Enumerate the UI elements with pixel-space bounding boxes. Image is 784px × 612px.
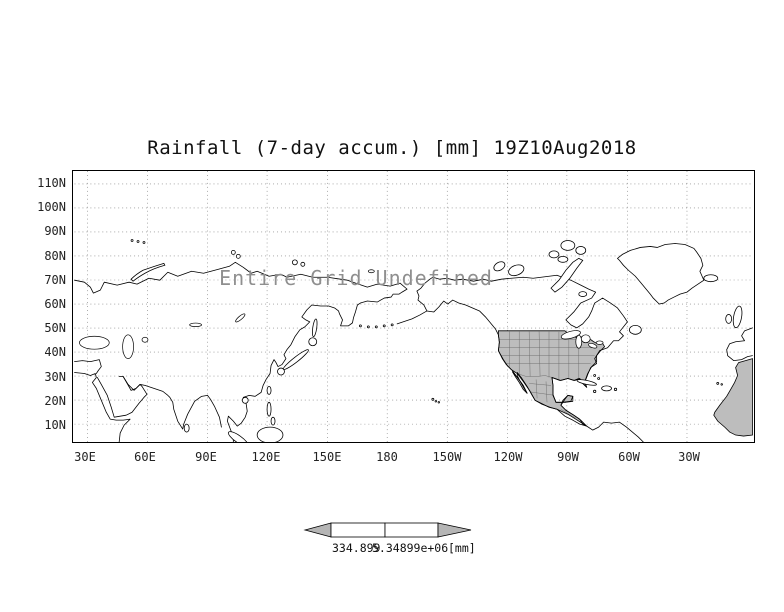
x-tick-label: 150E bbox=[312, 450, 342, 464]
state-boundaries bbox=[499, 330, 595, 419]
colorbar bbox=[303, 522, 472, 538]
x-tick-label: 30W bbox=[678, 450, 700, 464]
colorbar-max-label: 5.34899e+06 bbox=[372, 541, 449, 555]
coastline-eurasia bbox=[74, 261, 408, 442]
y-tick-label: 80N bbox=[44, 249, 66, 263]
coastline-pacific-islands bbox=[130, 239, 441, 442]
x-tick-label: 60W bbox=[618, 450, 640, 464]
coastline-north-america bbox=[396, 240, 644, 442]
x-tick-label: 60E bbox=[134, 450, 156, 464]
x-tick-label: 30E bbox=[74, 450, 96, 464]
x-tick-label: 120W bbox=[493, 450, 523, 464]
colorbar-cell-1 bbox=[330, 522, 386, 538]
y-tick-label: 20N bbox=[44, 394, 66, 408]
x-tick-label: 150W bbox=[432, 450, 462, 464]
coastline-atlantic bbox=[616, 243, 753, 386]
shaded-region-west-africa bbox=[713, 358, 753, 437]
grid-undefined-message: Entire Grid Undefined bbox=[219, 266, 493, 290]
colorbar-left-arrow bbox=[303, 522, 332, 538]
colorbar-min-label: 334.899 bbox=[332, 541, 381, 555]
y-tick-label: 60N bbox=[44, 297, 66, 311]
gridlines bbox=[74, 171, 753, 442]
y-tick-label: 90N bbox=[44, 224, 66, 238]
x-tick-label: 90E bbox=[195, 450, 217, 464]
shaded-region-north-america bbox=[497, 330, 606, 427]
map-plot-frame bbox=[72, 170, 755, 443]
plot-title: Rainfall (7-day accum.) [mm] 19Z10Aug201… bbox=[147, 137, 637, 159]
colorbar-right-arrow bbox=[437, 522, 472, 538]
x-tick-label: 180 bbox=[376, 450, 398, 464]
y-tick-label: 30N bbox=[44, 370, 66, 384]
y-tick-label: 110N bbox=[37, 176, 66, 190]
x-tick-label: 90W bbox=[557, 450, 579, 464]
x-tick-label: 120E bbox=[251, 450, 281, 464]
colorbar-units-label: [mm] bbox=[448, 541, 476, 555]
y-tick-label: 10N bbox=[44, 418, 66, 432]
y-tick-label: 70N bbox=[44, 273, 66, 287]
y-tick-label: 100N bbox=[37, 200, 66, 214]
colorbar-cell-2 bbox=[384, 522, 439, 538]
y-tick-label: 40N bbox=[44, 345, 66, 359]
y-tick-label: 50N bbox=[44, 321, 66, 335]
world-map bbox=[74, 171, 753, 442]
